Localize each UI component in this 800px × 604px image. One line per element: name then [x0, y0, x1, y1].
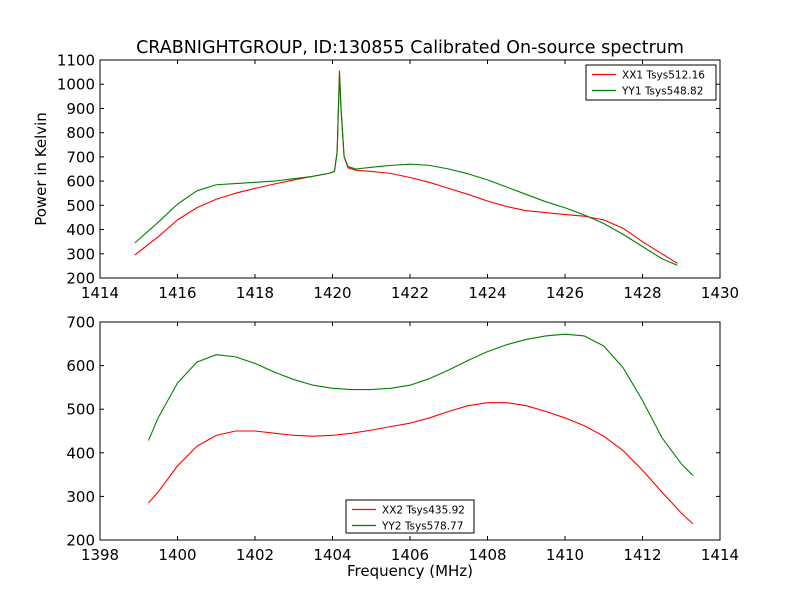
x-tick-label: 1408 [468, 546, 506, 564]
y-tick-label: 1000 [57, 76, 95, 94]
y-tick-label: 400 [66, 221, 95, 239]
x-tick-label: 1422 [391, 284, 429, 302]
series-line-1 [134, 70, 678, 264]
x-tick-label: 1400 [158, 546, 196, 564]
y-tick-label: 300 [66, 245, 95, 263]
x-tick-label: 1410 [546, 546, 584, 564]
y-tick-label: 700 [66, 314, 95, 332]
y-tick-label: 200 [66, 532, 95, 550]
legend-label: YY1 Tsys548.82 [621, 86, 703, 98]
y-tick-label: 500 [66, 197, 95, 215]
x-tick-label: 1398 [81, 546, 119, 564]
x-tick-label: 1426 [546, 284, 584, 302]
legend-label: XX1 Tsys512.16 [622, 70, 705, 82]
y-tick-label: 600 [66, 173, 95, 191]
series-line-1 [148, 402, 694, 525]
legend-label: XX2 Tsys435.92 [382, 505, 465, 517]
y-tick-label: 1100 [57, 52, 95, 70]
x-tick-label: 1420 [313, 284, 351, 302]
y-tick-label: 200 [66, 270, 95, 288]
y-tick-label: 300 [66, 488, 95, 506]
x-axis-label: Frequency (MHz) [347, 562, 473, 580]
legend-label: YY2 Tsys578.77 [381, 521, 463, 533]
x-tick-label: 1412 [623, 546, 661, 564]
chart-title: CRABNIGHTGROUP, ID:130855 Calibrated On-… [136, 38, 684, 58]
x-tick-label: 1430 [701, 284, 739, 302]
top-panel: 1414 1416 1418 1420 1422 1424 1426 1428 1430 200 3… [32, 52, 739, 303]
legend-box [585, 64, 717, 101]
y-tick-label: 500 [66, 401, 95, 419]
x-tick-label: 1424 [468, 284, 506, 302]
x-tick-label: 1414 [81, 284, 119, 302]
y-tick-label: 400 [66, 444, 95, 462]
x-tick-label: 1428 [623, 284, 661, 302]
x-tick-label: 1414 [701, 546, 739, 564]
x-tick-label: 1404 [313, 546, 351, 564]
bottom-panel: 1398 1400 1402 1404 1406 1408 1410 1412 1414 200 3… [66, 314, 739, 581]
series-line-2 [134, 72, 678, 266]
y-tick-label: 800 [66, 124, 95, 142]
x-tick-label: 1418 [236, 284, 274, 302]
y-tick-label: 600 [66, 357, 95, 375]
y-tick-label: 900 [66, 100, 95, 118]
series-line-2 [147, 333, 694, 476]
x-tick-label: 1406 [391, 546, 429, 564]
y-axis-label: Power in Kelvin [32, 112, 50, 226]
legend-box [345, 499, 475, 534]
x-tick-label: 1402 [236, 546, 274, 564]
y-tick-label: 700 [66, 148, 95, 166]
x-tick-label: 1416 [158, 284, 196, 302]
